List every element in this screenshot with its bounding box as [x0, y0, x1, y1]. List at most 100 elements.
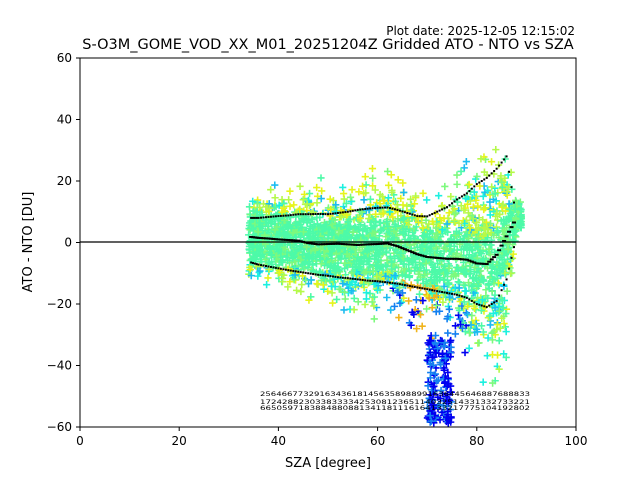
lower-stddev-marker: [421, 287, 424, 290]
scatter-point: [503, 287, 511, 295]
lower-stddev-marker: [366, 279, 369, 282]
upper-stddev-marker: [319, 212, 322, 215]
upper-stddev-marker: [510, 186, 513, 189]
scatter-point: [424, 237, 432, 245]
scatter-point: [415, 290, 424, 298]
scatter-point: [278, 258, 286, 267]
lower-stddev-marker: [505, 278, 508, 281]
median-marker: [447, 257, 452, 260]
lower-stddev-marker: [453, 293, 456, 296]
upper-stddev-marker: [277, 215, 280, 218]
median-marker: [412, 252, 417, 255]
lower-stddev-marker: [455, 293, 458, 296]
scatter-point: [461, 232, 469, 240]
lower-stddev-marker: [282, 268, 285, 271]
scatter-point: [404, 213, 412, 221]
scatter-point: [369, 229, 377, 237]
median-marker: [363, 243, 368, 246]
scatter-point: [286, 241, 294, 249]
scatter-point: [387, 171, 395, 179]
scatter-point: [464, 181, 472, 189]
median-marker: [410, 251, 415, 254]
median-marker: [330, 242, 335, 245]
lower-stddev-marker: [396, 282, 399, 285]
scatter-point: [469, 203, 477, 211]
lower-stddev-marker: [403, 284, 406, 287]
count-label-row-2: 1724288230338333342530812365114032514331…: [260, 399, 530, 406]
lower-stddev-marker: [307, 272, 310, 275]
count-label-row-3: 6650597183884880881341181116164133217775…: [260, 405, 530, 412]
scatter-point: [386, 208, 394, 216]
scatter-point: [394, 176, 402, 184]
lower-stddev-marker: [322, 274, 325, 277]
lower-stddev-marker: [317, 273, 320, 276]
scatter-point: [480, 223, 488, 231]
scatter-point: [498, 296, 506, 305]
scatter-point: [429, 361, 438, 369]
scatter-point: [421, 270, 429, 278]
upper-stddev-marker: [371, 207, 374, 210]
scatter-point: [511, 205, 519, 213]
scatter-point: [387, 306, 395, 314]
scatter-point: [422, 259, 430, 268]
scatter-point: [362, 181, 370, 189]
upper-stddev-marker: [294, 213, 297, 216]
lower-stddev-marker: [460, 295, 463, 298]
scatter-point: [342, 199, 350, 208]
scatter-point: [410, 200, 419, 208]
scatter-point: [437, 249, 445, 257]
scatter-point: [356, 214, 364, 222]
scatter-point: [309, 261, 317, 269]
scatter-point: [296, 182, 304, 190]
scatter-point: [373, 199, 381, 207]
scatter-point: [443, 276, 452, 284]
scatter-point: [483, 352, 491, 360]
median-marker: [368, 243, 373, 246]
scatter-point: [271, 226, 279, 234]
lower-stddev-marker: [495, 299, 498, 302]
x-tick-label: 40: [271, 434, 286, 448]
y-tick-label: 20: [57, 174, 72, 188]
scatter-point: [348, 186, 356, 194]
scatter-point: [428, 217, 437, 226]
scatter-point: [346, 215, 354, 223]
scatter-point: [517, 213, 525, 221]
upper-stddev-marker: [446, 206, 449, 209]
median-marker: [427, 256, 432, 259]
scatter-point: [441, 378, 449, 386]
lower-stddev-marker: [379, 280, 382, 283]
scatter-point: [326, 225, 334, 234]
lower-stddev-marker: [324, 274, 327, 277]
scatter-point: [479, 231, 488, 240]
median-marker: [311, 242, 316, 245]
upper-stddev-marker: [408, 212, 411, 215]
scatter-point: [483, 186, 492, 195]
lower-stddev-marker: [384, 281, 387, 284]
scatter-point: [452, 209, 460, 217]
median-marker: [264, 237, 268, 240]
scatter-point: [326, 249, 334, 257]
scatter-point: [489, 275, 497, 283]
scatter-point: [314, 192, 322, 200]
scatter-point: [365, 261, 373, 269]
scatter-point: [452, 249, 461, 257]
scatter-point: [253, 250, 261, 258]
scatter-point: [435, 192, 443, 200]
upper-stddev-marker: [451, 202, 453, 205]
scatter-point: [317, 194, 325, 203]
scatter-point: [257, 253, 265, 261]
scatter-point: [451, 330, 459, 338]
median-marker: [484, 263, 489, 266]
median-marker: [504, 235, 509, 238]
median-marker: [296, 239, 301, 242]
scatter-point: [369, 268, 377, 276]
lower-stddev-marker: [260, 264, 263, 267]
scatter-point: [360, 280, 368, 289]
lower-stddev-marker: [500, 289, 503, 292]
median-marker: [415, 253, 420, 256]
scatter-point: [250, 254, 258, 263]
x-tick-label: 0: [76, 434, 84, 448]
scatter-point: [428, 353, 436, 362]
upper-stddev-marker: [396, 208, 399, 211]
median-marker: [395, 245, 400, 248]
